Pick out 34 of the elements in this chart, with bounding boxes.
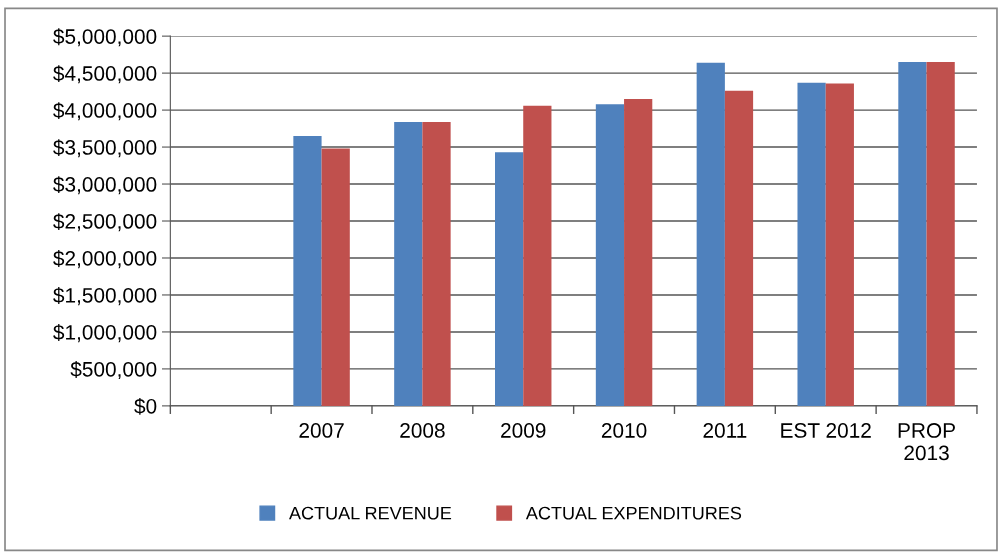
legend-label: ACTUAL EXPENDITURES [525, 506, 742, 520]
y-tick-label: $3,500,000 [53, 139, 157, 158]
bar [321, 148, 350, 406]
y-tick-label: $4,000,000 [53, 102, 157, 121]
y-tick-label: $5,000,000 [53, 28, 157, 47]
x-tick-label: PROP 2013 [898, 423, 955, 461]
x-tick-label: 2008 [400, 423, 445, 438]
y-tick-label: $0 [134, 398, 157, 415]
bar [595, 104, 625, 406]
y-tick-label: $3,000,000 [53, 176, 157, 195]
bar [624, 99, 653, 406]
x-tick-label: 2011 [703, 423, 747, 438]
bar [825, 83, 854, 406]
legend-label: ACTUAL REVENUE [289, 506, 452, 520]
y-tick-label: $2,000,000 [53, 250, 157, 269]
bar [394, 121, 423, 406]
bar [523, 105, 552, 406]
y-tick-label: $500,000 [70, 361, 157, 380]
x-tick-label: EST 2012 [781, 423, 871, 438]
y-tick-label: $4,500,000 [53, 65, 157, 84]
x-tick-label: 2007 [299, 423, 344, 438]
x-tick-label: 2010 [601, 423, 647, 438]
bar [293, 135, 322, 406]
y-tick-label: $2,500,000 [53, 213, 157, 232]
bar [926, 62, 955, 406]
bar [797, 82, 826, 406]
bar [422, 121, 451, 406]
y-tick-label: $1,000,000 [53, 324, 157, 343]
bar [724, 90, 754, 406]
bar [696, 62, 725, 406]
bar [898, 62, 927, 406]
y-tick-label: $1,500,000 [53, 287, 157, 306]
bar [495, 152, 524, 406]
x-tick-label: 2009 [501, 423, 546, 438]
